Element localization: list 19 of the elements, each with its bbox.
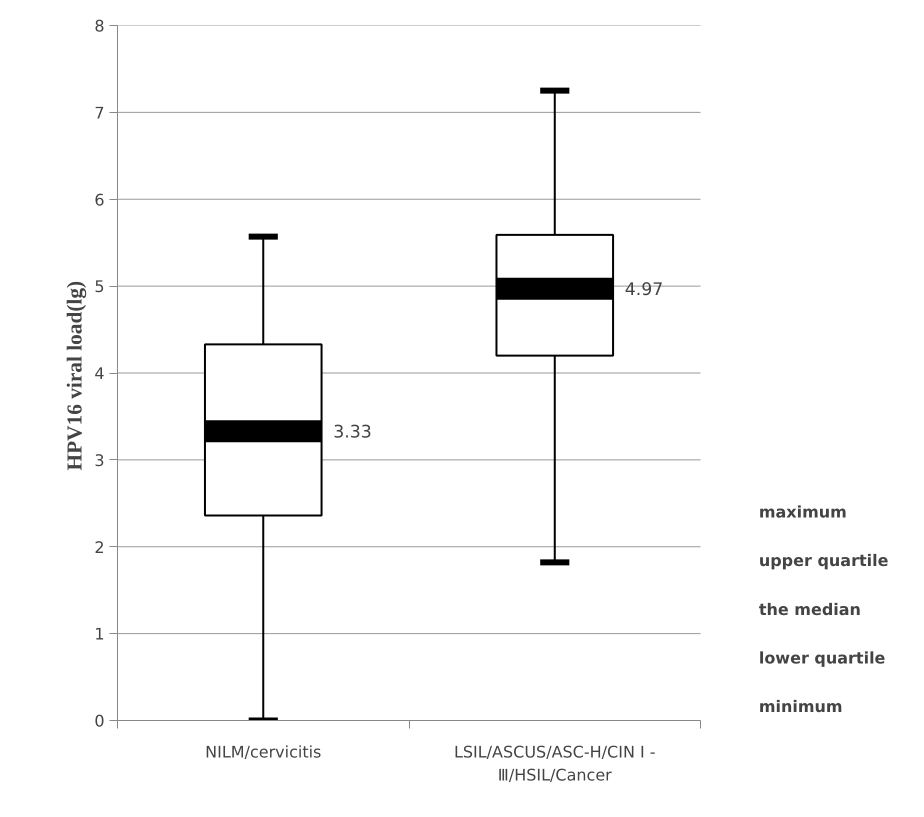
text: minimum	[758, 697, 843, 716]
y-tick-label: 0	[94, 712, 105, 730]
y-tick-label: 7	[94, 103, 105, 122]
text: lower quartile	[758, 648, 886, 668]
text: 4.97	[624, 280, 664, 300]
text: the median	[758, 600, 861, 619]
text: 3.33	[333, 422, 372, 443]
y-tick-label: 3	[94, 450, 105, 470]
y-tick-label: 1	[94, 624, 105, 644]
y-axis-title: HPV16 viral load(lg)	[62, 280, 86, 470]
text: maximum	[758, 502, 847, 522]
y-tick-label: 2	[94, 538, 105, 557]
x-tick-label: NILM/cervicitis	[205, 742, 322, 762]
text: upper quartile	[758, 551, 889, 570]
x-tick-label: LSIL/ASCUS/ASC-H/CIN Ⅰ - Ⅲ/HSIL/Cancer	[454, 742, 656, 784]
y-tick-label: 6	[94, 190, 105, 210]
y-tick-label: 5	[94, 277, 105, 296]
y-tick-label: 4	[94, 364, 105, 383]
y-tick-label: 8	[94, 16, 105, 36]
